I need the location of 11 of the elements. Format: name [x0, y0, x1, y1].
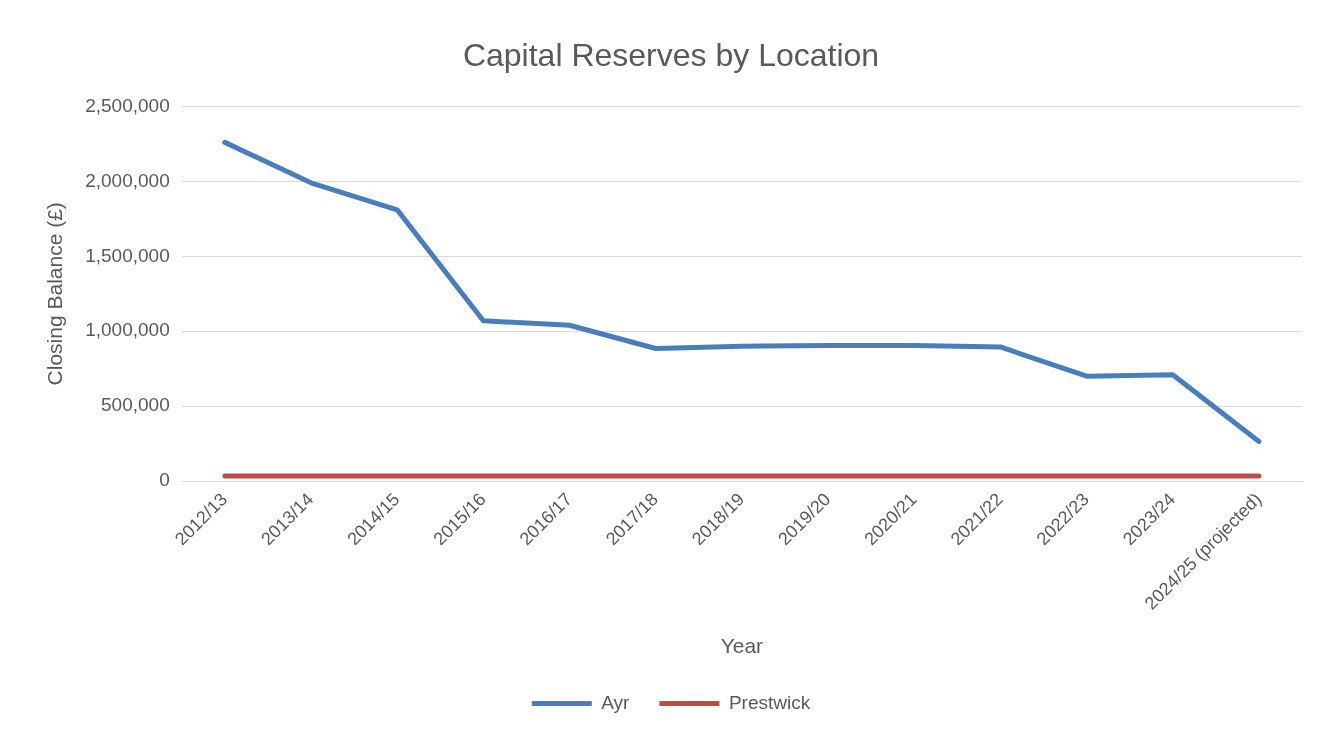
legend-label: Prestwick [728, 691, 811, 713]
y-tick-label: 1,000,000 [85, 319, 170, 341]
y-tick-label: 2,500,000 [85, 94, 170, 116]
chart-title: Capital Reserves by Location [462, 37, 880, 74]
y-axis-title: Closing Balance (£) [43, 202, 67, 386]
y-tick-label: 2,000,000 [85, 169, 170, 191]
y-tick-label: 1,500,000 [85, 244, 170, 266]
x-axis-title: Year [720, 634, 764, 658]
y-tick-label: 0 [159, 469, 170, 491]
y-tick-label: 500,000 [101, 394, 170, 416]
legend-label: Ayr [601, 691, 631, 713]
